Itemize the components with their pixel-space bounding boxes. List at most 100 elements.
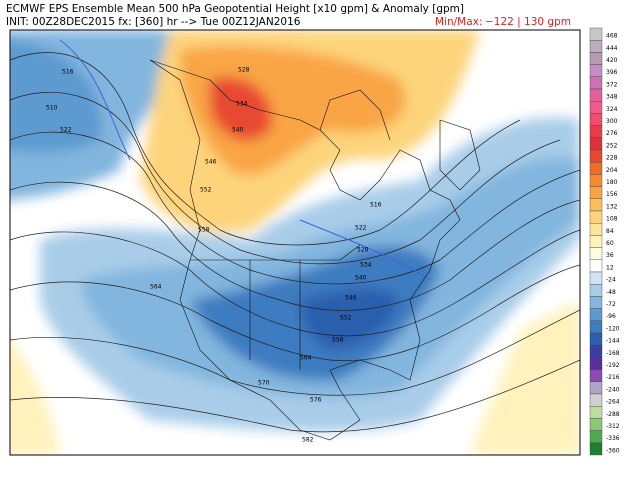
colorbar-swatch <box>589 247 603 261</box>
colorbar-label: 444 <box>606 45 618 52</box>
colorbar-swatch <box>589 149 603 163</box>
contour-label: 516 <box>370 202 382 209</box>
contour-label: 534 <box>360 262 372 269</box>
colorbar-label: 204 <box>606 167 618 174</box>
height-contours <box>10 52 580 433</box>
contour-label: 528 <box>357 247 369 254</box>
colorbar-label: -240 <box>606 386 620 393</box>
colorbar-label: 348 <box>606 94 618 101</box>
colorbar-label: -216 <box>606 374 620 381</box>
coastlines <box>149 59 481 441</box>
minmax-value: −122 | 130 gpm <box>485 16 571 28</box>
colorbar-swatch <box>589 222 603 236</box>
colorbar-label: 324 <box>606 106 618 113</box>
colorbar-label: -288 <box>606 411 620 418</box>
colorbar-swatch <box>589 381 603 395</box>
contour-label: 570 <box>258 380 270 387</box>
colorbar-swatch <box>589 296 603 309</box>
colorbar-label: 12 <box>606 264 614 271</box>
colorbar-swatch <box>589 100 603 114</box>
contour-label: 522 <box>60 127 72 134</box>
contour-label: 534 <box>236 101 248 108</box>
colorbar-label: 60 <box>606 240 614 247</box>
colorbar-label: 252 <box>606 142 618 149</box>
colorbar-swatch <box>589 76 603 90</box>
colorbar-swatch <box>589 369 603 383</box>
contour-label: 576 <box>310 397 322 404</box>
colorbar-label: 420 <box>606 57 618 64</box>
contour-label: 552 <box>340 315 352 322</box>
colorbar-label: -168 <box>606 350 620 357</box>
colorbar-swatch <box>589 210 603 224</box>
colorbar-label: -24 <box>606 277 616 284</box>
colorbar-swatch <box>589 320 603 334</box>
colorbar-swatch <box>589 40 603 53</box>
colorbar-swatch <box>589 357 603 370</box>
colorbar-label: -264 <box>606 399 620 406</box>
colorbar-swatch <box>589 271 603 285</box>
colorbar-swatch <box>589 186 603 200</box>
colorbar-label: -120 <box>606 325 620 332</box>
contour-label: 540 <box>355 275 367 282</box>
colorbar-label: 180 <box>606 179 618 186</box>
title: ECMWF EPS Ensemble Mean 500 hPa Geopoten… <box>6 3 464 15</box>
contour-label: 582 <box>302 437 314 444</box>
colorbar-swatch <box>589 393 603 407</box>
contour-label: 552 <box>200 187 212 194</box>
colorbar-swatch <box>589 235 603 248</box>
colorbar-swatch <box>589 259 603 273</box>
colorbar: 468 444 420 396 372 348 324 300 276 252 228 204 180 1… <box>589 27 620 456</box>
contour-labels: 516 510 522 528 534 540 546 552 558 522 516 528 534 5… <box>46 67 382 444</box>
contour-label: 528 <box>238 67 250 74</box>
colorbar-swatch <box>589 137 603 151</box>
colorbar-label: -48 <box>606 289 616 296</box>
contour-label: 564 <box>150 284 162 291</box>
init-line: INIT: 00Z28DEC2015 fx: [360] hr --> Tue … <box>6 16 301 28</box>
colorbar-swatch <box>589 125 603 138</box>
colorbar-label: 372 <box>606 81 618 88</box>
contour-label: 558 <box>198 227 210 234</box>
colorbar-label: -336 <box>606 435 620 442</box>
colorbar-swatch <box>589 161 603 175</box>
colorbar-swatch <box>589 88 603 102</box>
colorbar-label: 396 <box>606 69 618 76</box>
colorbar-swatch <box>589 174 603 187</box>
contour-label: 546 <box>345 295 357 302</box>
colorbar-label: 156 <box>606 191 618 198</box>
colorbar-label: 132 <box>606 203 618 210</box>
contour-label: 510 <box>46 105 58 112</box>
colorbar-label: 276 <box>606 130 618 137</box>
colorbar-label: -192 <box>606 362 620 369</box>
colorbar-swatch <box>589 418 603 431</box>
colorbar-swatch <box>589 308 603 322</box>
colorbar-label: -360 <box>606 447 620 454</box>
colorbar-label: -144 <box>606 338 620 345</box>
colorbar-label: 108 <box>606 216 618 223</box>
colorbar-swatch <box>589 52 603 65</box>
colorbar-label: -72 <box>606 301 616 308</box>
colorbar-label: 36 <box>606 252 614 259</box>
colorbar-swatch <box>589 113 603 126</box>
colorbar-swatch <box>589 198 603 212</box>
contour-label: 558 <box>332 337 344 344</box>
map-area: 516 510 522 528 534 540 546 552 558 522 516 528 534 5… <box>10 30 580 455</box>
colorbar-swatch <box>589 406 603 419</box>
colorbar-label: -96 <box>606 313 616 320</box>
contour-label: 516 <box>62 69 74 76</box>
colorbar-swatch <box>589 430 603 444</box>
colorbar-swatch <box>589 64 603 77</box>
colorbar-swatch <box>589 345 603 358</box>
colorbar-label: 84 <box>606 228 614 235</box>
colorbar-label: 300 <box>606 118 618 125</box>
colorbar-swatch <box>589 332 603 346</box>
colorbar-label: -312 <box>606 423 620 430</box>
contour-label: 540 <box>232 127 244 134</box>
minmax-label: Min/Max: <box>435 16 482 28</box>
map-frame <box>9 29 581 456</box>
colorbar-swatch <box>589 284 603 297</box>
contour-label: 546 <box>205 159 217 166</box>
contour-label: 522 <box>355 225 367 232</box>
colorbar-label: 468 <box>606 33 618 40</box>
contour-label: 564 <box>300 355 312 362</box>
